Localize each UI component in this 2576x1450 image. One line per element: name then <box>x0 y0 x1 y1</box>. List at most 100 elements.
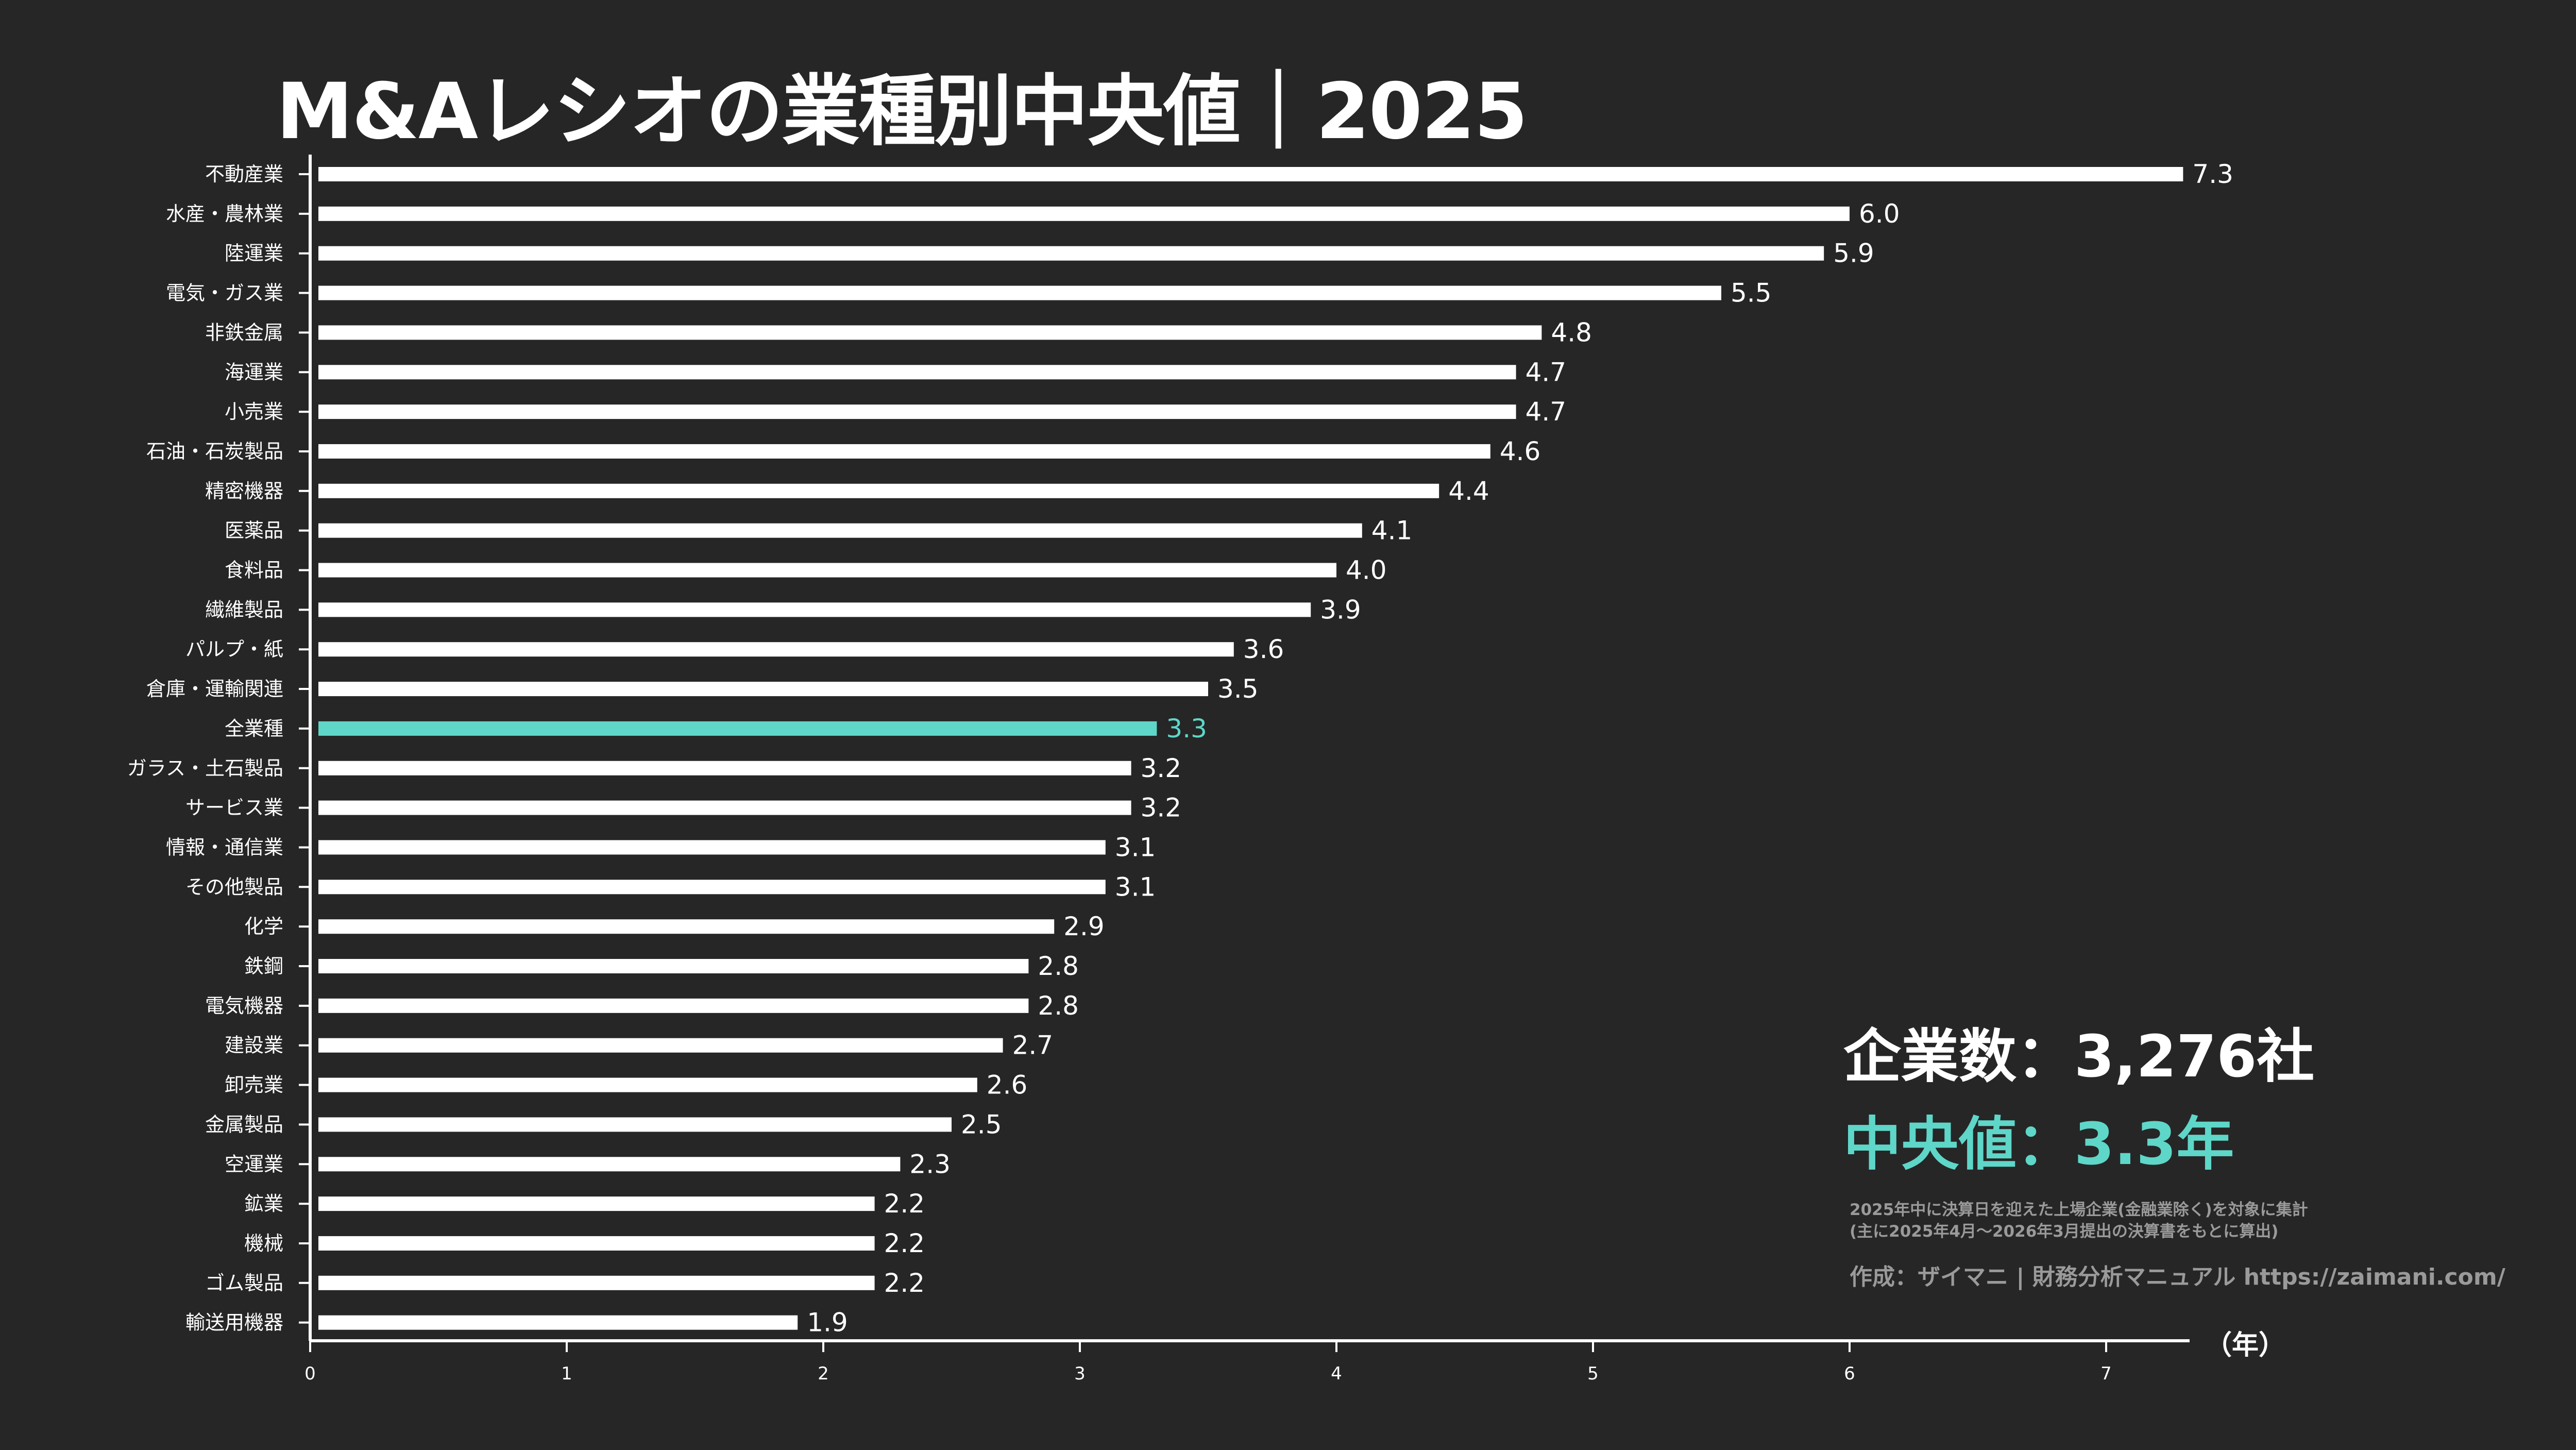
value-label: 2.2 <box>884 1268 925 1298</box>
value-label: 6.0 <box>1859 199 1900 229</box>
category-label: 医薬品 <box>225 519 283 542</box>
bar <box>318 998 1029 1013</box>
x-tick-label: 0 <box>304 1363 316 1384</box>
value-label: 4.4 <box>1448 476 1489 506</box>
value-label: 3.6 <box>1243 634 1284 664</box>
bar <box>318 404 1516 419</box>
bar <box>318 1038 1003 1053</box>
value-label: 3.1 <box>1115 872 1156 902</box>
credit: 作成：ザイマニ | 財務分析マニュアル https://zaimani.com/ <box>1850 1264 2505 1290</box>
bar <box>318 880 1106 895</box>
bar <box>318 1077 977 1092</box>
category-label: サービス業 <box>185 797 283 819</box>
value-label: 2.2 <box>884 1228 925 1258</box>
category-label: ガラス・土石製品 <box>127 757 283 780</box>
category-label: 石油・石炭製品 <box>146 440 283 463</box>
bar <box>318 1236 875 1251</box>
category-label: ゴム製品 <box>205 1272 283 1294</box>
bar <box>318 682 1208 697</box>
bar <box>318 285 1721 300</box>
x-tick-label: 3 <box>1074 1363 1086 1384</box>
chart-title: M&Aレシオの業種別中央値｜2025 <box>276 67 1528 157</box>
bar <box>318 959 1029 973</box>
bar <box>318 444 1490 459</box>
category-label: 建設業 <box>225 1034 283 1057</box>
bar <box>318 919 1055 934</box>
category-label: 電気機器 <box>205 994 283 1017</box>
category-label: 空運業 <box>225 1153 283 1175</box>
note-line-2: (主に2025年4月～2026年3月提出の決算書をもとに算出) <box>1850 1222 2279 1241</box>
bar <box>318 483 1439 498</box>
category-label: 鉱業 <box>244 1192 283 1215</box>
x-axis-label: （年） <box>2205 1330 2286 1361</box>
bar <box>318 1117 952 1132</box>
x-tick-label: 6 <box>1844 1363 1855 1384</box>
x-tick-label: 1 <box>561 1363 572 1384</box>
category-label: 不動産業 <box>205 163 283 186</box>
bar <box>318 642 1234 657</box>
bar <box>318 523 1362 538</box>
value-label: 2.3 <box>909 1149 951 1179</box>
value-label: 5.9 <box>1833 239 1874 268</box>
value-label: 2.6 <box>987 1070 1028 1100</box>
value-label: 3.3 <box>1166 714 1207 744</box>
value-label: 4.1 <box>1371 516 1413 546</box>
category-label: 陸運業 <box>225 242 283 265</box>
category-label: 鉄鋼 <box>244 955 283 977</box>
value-label: 1.9 <box>807 1308 848 1338</box>
value-label: 4.7 <box>1526 397 1567 427</box>
x-tick-label: 4 <box>1331 1363 1342 1384</box>
bar <box>318 1196 875 1211</box>
value-label: 2.8 <box>1038 951 1079 981</box>
category-label: 金属製品 <box>205 1113 283 1136</box>
bar <box>318 563 1336 578</box>
category-label: 輸送用機器 <box>185 1311 283 1334</box>
bar <box>318 1315 798 1330</box>
median-value: 中央値：3.3年 <box>1843 1111 2234 1178</box>
category-label: 海運業 <box>225 361 283 383</box>
value-label: 3.2 <box>1141 753 1182 783</box>
x-tick-label: 5 <box>1587 1363 1599 1384</box>
note-line-1: 2025年中に決算日を迎えた上場企業(金融業除く)を対象に集計 <box>1850 1201 2308 1219</box>
x-tick-label: 2 <box>818 1363 829 1384</box>
category-label: 電気・ガス業 <box>166 282 283 305</box>
value-label: 5.5 <box>1731 278 1772 308</box>
category-label: 食料品 <box>225 559 283 582</box>
value-label: 2.7 <box>1012 1031 1054 1060</box>
category-label: パルプ・紙 <box>185 638 283 661</box>
category-label: 倉庫・運輸関連 <box>146 678 283 700</box>
bar <box>318 325 1542 340</box>
bar <box>318 365 1516 380</box>
value-label: 2.5 <box>961 1109 1002 1139</box>
category-label: 小売業 <box>225 400 283 423</box>
bar <box>318 840 1106 855</box>
bar <box>318 721 1157 736</box>
x-tick-label: 7 <box>2100 1363 2112 1384</box>
bar <box>318 602 1311 617</box>
bar <box>318 167 2183 181</box>
bar <box>318 246 1824 261</box>
company-count: 企業数：3,276社 <box>1843 1023 2315 1090</box>
value-label: 4.8 <box>1551 317 1592 347</box>
value-label: 4.6 <box>1500 436 1541 466</box>
category-label: 繊維製品 <box>205 598 283 621</box>
value-label: 3.1 <box>1115 832 1156 862</box>
category-label: 情報・通信業 <box>166 836 283 858</box>
bar <box>318 206 1850 221</box>
value-label: 4.0 <box>1346 555 1387 585</box>
value-label: 2.9 <box>1063 912 1105 941</box>
category-label: 化学 <box>244 915 283 938</box>
bar <box>318 800 1131 815</box>
category-label: 全業種 <box>225 717 283 740</box>
value-label: 3.9 <box>1320 595 1361 625</box>
category-label: その他製品 <box>185 875 283 898</box>
value-label: 4.7 <box>1526 357 1567 387</box>
value-label: 3.5 <box>1217 674 1259 704</box>
value-label: 3.2 <box>1141 793 1182 823</box>
category-label: 機械 <box>244 1232 283 1255</box>
bar <box>318 1157 901 1172</box>
bar <box>318 761 1131 775</box>
value-label: 2.8 <box>1038 991 1079 1021</box>
category-label: 精密機器 <box>205 480 283 502</box>
